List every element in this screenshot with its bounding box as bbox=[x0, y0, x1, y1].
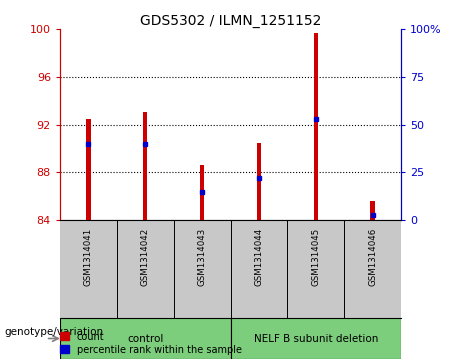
Text: GSM1314041: GSM1314041 bbox=[84, 228, 93, 286]
Text: GSM1314044: GSM1314044 bbox=[254, 228, 263, 286]
Text: genotype/variation: genotype/variation bbox=[5, 327, 104, 337]
Legend: count, percentile rank within the sample: count, percentile rank within the sample bbox=[60, 331, 242, 355]
Bar bbox=[86, 119, 91, 220]
Text: GSM1314042: GSM1314042 bbox=[141, 228, 150, 286]
Bar bbox=[200, 165, 204, 220]
Bar bbox=[230, 318, 401, 359]
Text: NELF B subunit deletion: NELF B subunit deletion bbox=[254, 334, 378, 343]
Bar bbox=[60, 318, 230, 359]
Bar bbox=[313, 33, 318, 220]
Text: control: control bbox=[127, 334, 163, 343]
Text: GSM1314046: GSM1314046 bbox=[368, 228, 377, 286]
Text: GSM1314045: GSM1314045 bbox=[311, 228, 320, 286]
Bar bbox=[257, 143, 261, 220]
Title: GDS5302 / ILMN_1251152: GDS5302 / ILMN_1251152 bbox=[140, 14, 321, 28]
Text: GSM1314043: GSM1314043 bbox=[198, 228, 207, 286]
Bar bbox=[370, 201, 375, 220]
Bar bbox=[143, 111, 148, 220]
